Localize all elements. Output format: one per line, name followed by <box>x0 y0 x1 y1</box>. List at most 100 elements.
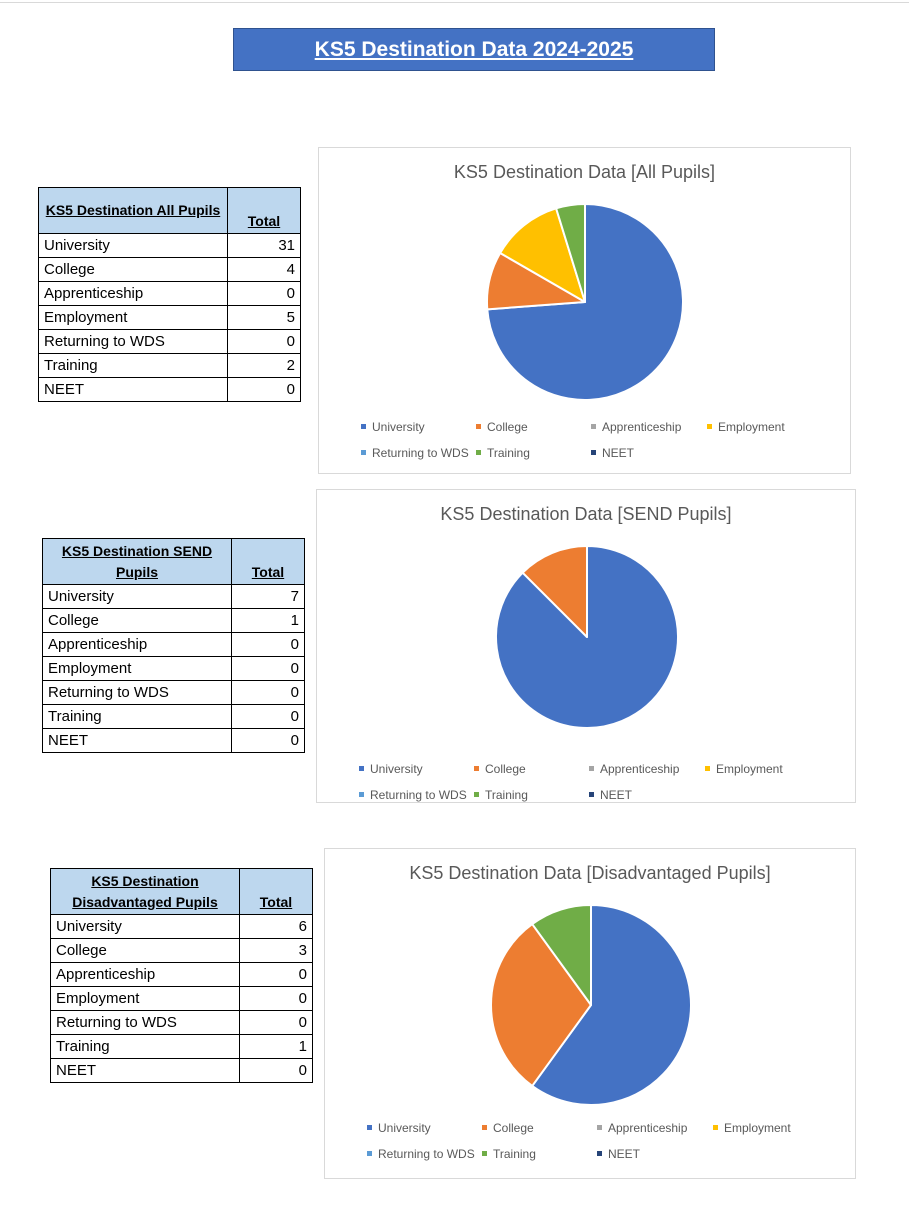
legend-swatch <box>482 1125 487 1131</box>
table-row: Returning to WDS 0 <box>50 1010 313 1035</box>
legend-item: University <box>361 420 425 434</box>
legend-swatch <box>591 450 596 456</box>
legend-swatch <box>367 1125 372 1131</box>
row-label: Training <box>38 353 228 378</box>
row-total: 0 <box>227 377 301 402</box>
table-row: NEET 0 <box>42 728 305 753</box>
row-total: 1 <box>239 1034 313 1059</box>
pie-slice-college <box>490 923 592 1087</box>
chart-title: KS5 Destination Data [Disadvantaged Pupi… <box>409 863 771 883</box>
legend-item: University <box>367 1121 431 1135</box>
table-row: Apprenticeship 0 <box>38 281 301 306</box>
pie-chart <box>495 545 679 729</box>
table-header-label: KS5 Destination Disadvantaged Pupils <box>50 868 240 915</box>
legend-label: NEET <box>608 1147 641 1161</box>
row-label: Employment <box>42 656 232 681</box>
row-total: 6 <box>239 914 313 939</box>
row-total: 0 <box>231 728 305 753</box>
table-row: College 4 <box>38 257 301 282</box>
pie-slice-employment <box>499 207 586 303</box>
legend-item: Apprenticeship <box>597 1121 687 1135</box>
send-pupils-table: KS5 Destination SEND Pupils Total Univer… <box>42 538 305 753</box>
pie-slice-training <box>531 904 592 1006</box>
all-pupils-chart: KS5 Destination Data [All Pupils] Univer… <box>318 147 851 474</box>
row-label: Returning to WDS <box>42 680 232 705</box>
legend-label: Training <box>493 1147 536 1161</box>
legend-label: Employment <box>718 420 785 434</box>
page-title: KS5 Destination Data 2024-2025 <box>314 37 634 61</box>
table-header-total: Total <box>239 868 313 915</box>
legend-label: Returning to WDS <box>372 446 469 460</box>
row-label: Apprenticeship <box>50 962 240 987</box>
legend-label: NEET <box>600 788 633 802</box>
row-label: University <box>42 584 232 609</box>
top-divider <box>0 2 909 3</box>
legend-item: Employment <box>705 762 783 776</box>
pie-chart <box>486 203 684 401</box>
pie-chart <box>490 904 692 1106</box>
legend-swatch <box>474 792 479 798</box>
legend-label: University <box>372 420 425 434</box>
legend-label: Employment <box>716 762 783 776</box>
row-total: 0 <box>239 986 313 1011</box>
row-label: Returning to WDS <box>50 1010 240 1035</box>
table-row: NEET 0 <box>50 1058 313 1083</box>
row-label: NEET <box>42 728 232 753</box>
row-label: College <box>50 938 240 963</box>
legend-label: Apprenticeship <box>602 420 682 434</box>
row-label: Training <box>50 1034 240 1059</box>
table-row: University 31 <box>38 233 301 258</box>
legend-swatch <box>589 792 594 798</box>
legend-label: College <box>487 420 528 434</box>
legend-swatch <box>359 792 364 798</box>
table-header-total: Total <box>227 187 301 234</box>
legend-item: College <box>476 420 528 434</box>
legend-item: NEET <box>597 1147 640 1161</box>
legend-swatch <box>713 1125 718 1131</box>
table-row: Apprenticeship 0 <box>42 632 305 657</box>
legend-label: College <box>493 1121 534 1135</box>
legend-swatch <box>367 1151 372 1157</box>
legend-item: Training <box>482 1147 536 1161</box>
pie-slice-college <box>521 545 588 638</box>
legend-item: Apprenticeship <box>589 762 679 776</box>
send-pupils-chart: KS5 Destination Data [SEND Pupils] Unive… <box>316 489 856 803</box>
legend-swatch <box>361 450 366 456</box>
table-row: Employment 0 <box>42 656 305 681</box>
legend-item: Employment <box>707 420 785 434</box>
table-row: University 6 <box>50 914 313 939</box>
row-total: 3 <box>239 938 313 963</box>
row-total: 0 <box>231 632 305 657</box>
legend-label: University <box>378 1121 431 1135</box>
legend-item: NEET <box>591 446 634 460</box>
legend-item: NEET <box>589 788 632 802</box>
legend-swatch <box>474 766 479 772</box>
chart-title: KS5 Destination Data [All Pupils] <box>453 162 716 182</box>
row-total: 31 <box>227 233 301 258</box>
all-pupils-table: KS5 Destination All Pupils Total Univers… <box>38 187 301 402</box>
table-row: Returning to WDS 0 <box>42 680 305 705</box>
legend-label: Apprenticeship <box>600 762 680 776</box>
legend-swatch <box>597 1151 602 1157</box>
legend-label: Employment <box>724 1121 791 1135</box>
legend-swatch <box>589 766 594 772</box>
row-label: Returning to WDS <box>38 329 228 354</box>
legend-swatch <box>591 424 596 430</box>
row-label: University <box>38 233 228 258</box>
table-row: Apprenticeship 0 <box>50 962 313 987</box>
row-total: 0 <box>239 1058 313 1083</box>
table-row: Returning to WDS 0 <box>38 329 301 354</box>
legend-label: College <box>485 762 526 776</box>
row-label: Training <box>42 704 232 729</box>
legend-swatch <box>359 766 364 772</box>
row-total: 5 <box>227 305 301 330</box>
table-header-label: KS5 Destination All Pupils <box>38 187 228 234</box>
row-total: 7 <box>231 584 305 609</box>
legend-swatch <box>361 424 366 430</box>
table-row: NEET 0 <box>38 377 301 402</box>
legend-label: NEET <box>602 446 635 460</box>
row-label: Employment <box>50 986 240 1011</box>
row-label: Apprenticeship <box>38 281 228 306</box>
row-total: 0 <box>239 1010 313 1035</box>
legend-label: Apprenticeship <box>608 1121 688 1135</box>
